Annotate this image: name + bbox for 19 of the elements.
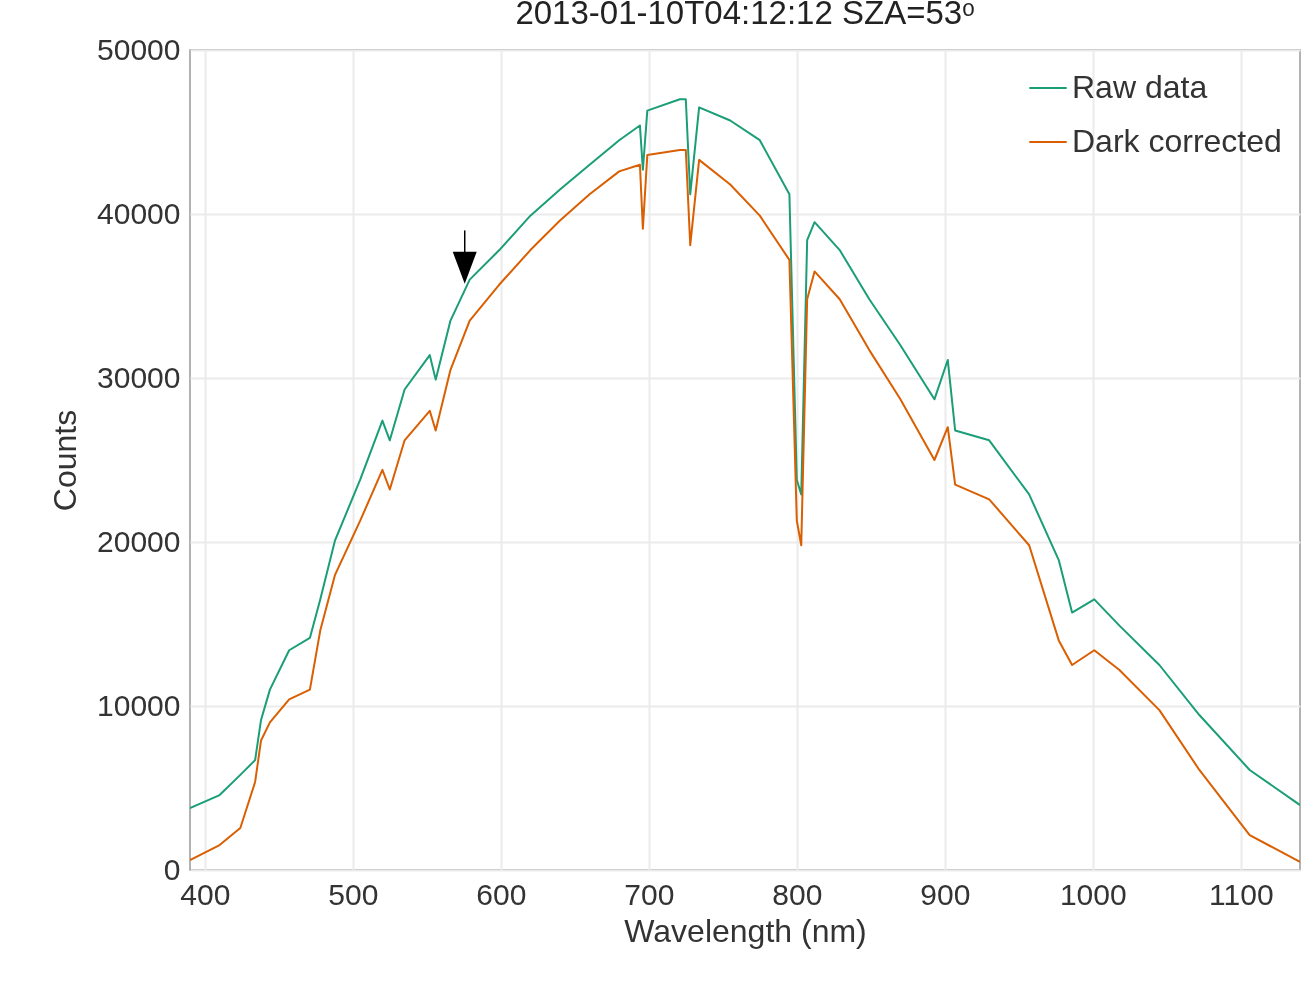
x-tick-label: 500 — [328, 877, 379, 911]
x-tick-label: 1100 — [1209, 877, 1274, 911]
legend-label: Dark corrected — [1072, 123, 1282, 159]
chart-title: 2013-01-10T04:12:12 SZA=53ᵒ — [515, 0, 975, 31]
y-tick-label: 0 — [163, 852, 181, 886]
y-tick-label: 10000 — [97, 688, 181, 722]
y-axis-title: Counts — [47, 409, 84, 512]
x-tick-label: 400 — [180, 877, 231, 911]
y-tick-label: 30000 — [97, 360, 181, 394]
y-tick-label: 50000 — [97, 32, 181, 66]
x-tick-label: 1000 — [1059, 877, 1127, 911]
y-tick-label: 20000 — [97, 524, 181, 558]
x-axis-title: Wavelength (nm) — [624, 912, 867, 949]
legend-label: Raw data — [1072, 69, 1208, 105]
x-tick-label: 800 — [772, 877, 823, 911]
x-tick-label: 900 — [920, 877, 971, 911]
x-tick-label: 600 — [476, 877, 527, 911]
y-tick-label: 40000 — [97, 196, 181, 230]
x-tick-label: 700 — [624, 877, 675, 911]
